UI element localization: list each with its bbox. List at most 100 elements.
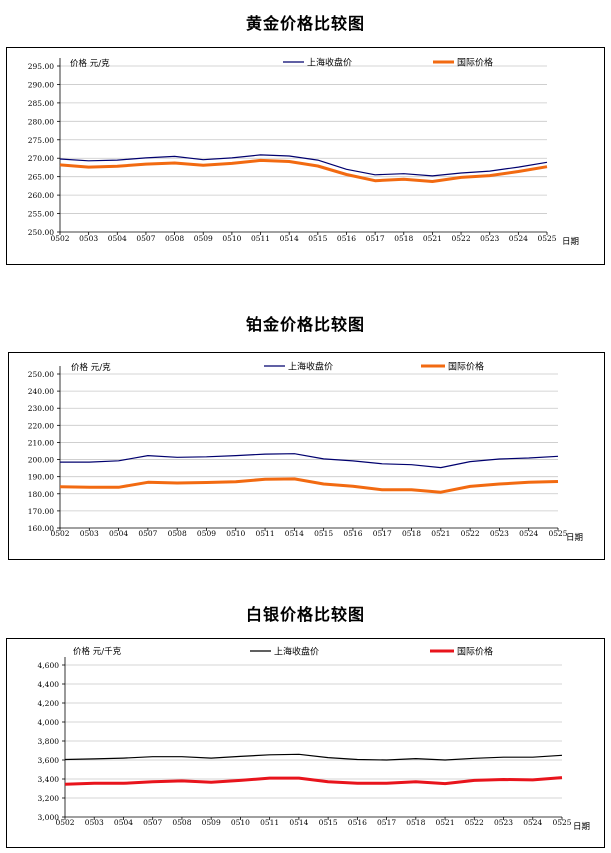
y-tick-label: 295.00	[28, 62, 54, 71]
series-line-shanghai-close	[60, 453, 559, 469]
y-axis-label: 价格 元/克	[71, 362, 111, 373]
x-tick-label: 0523	[480, 234, 499, 243]
y-tick-label: 210.00	[28, 438, 54, 447]
x-tick-label: 0509	[194, 234, 213, 243]
x-tick-label: 0510	[231, 818, 250, 827]
y-tick-label: 240.00	[28, 387, 54, 396]
chart-frame-gold: 250.00 255.00 260.00 265.00 270.00 275.00 280.…	[6, 47, 605, 265]
x-tick-label: 0516	[343, 529, 362, 538]
chart-frame-silver: 3,000 3,200 3,400 3,600 3,800 4,000 4,200 4,400…	[6, 638, 605, 848]
y-tick-label: 3,000	[38, 813, 60, 822]
x-tick-label: 0502	[50, 234, 69, 243]
x-tick-label: 0516	[348, 818, 367, 827]
x-tick-label: 0518	[402, 529, 421, 538]
gold-price-chart: 250.00 255.00 260.00 265.00 270.00 275.00 280.…	[28, 57, 579, 248]
chart-title-platinum: 铂金价格比较图	[245, 315, 365, 334]
y-tick-label: 170.00	[28, 507, 54, 516]
y-tick-label: 270.00	[28, 154, 54, 163]
legend-label: 上海收盘价	[288, 361, 333, 373]
y-tick-label: 3,400	[38, 775, 60, 784]
x-tick-label: 0504	[114, 818, 133, 827]
x-tick-label: 0524	[519, 529, 538, 538]
x-tick-label: 0507	[136, 234, 155, 243]
y-tick-label: 250.00	[28, 370, 54, 379]
x-tick-label: 0517	[366, 234, 385, 243]
x-tick-label: 0521	[431, 529, 450, 538]
y-tick-label: 260.00	[28, 191, 54, 200]
x-tick-label: 0523	[494, 818, 513, 827]
x-tick-label: 0507	[143, 818, 162, 827]
x-axis-label: 日期	[573, 822, 590, 832]
x-tick-label: 0508	[168, 529, 187, 538]
x-tick-label: 0521	[423, 234, 442, 243]
x-tick-label: 0522	[452, 234, 471, 243]
x-tick-label: 0518	[394, 234, 413, 243]
y-tick-label: 285.00	[28, 99, 54, 108]
x-tick-label: 0515	[314, 529, 333, 538]
x-tick-label: 0514	[285, 529, 304, 538]
x-tick-label: 0503	[79, 234, 98, 243]
y-tick-label: 3,800	[38, 737, 60, 746]
series-line-international-price	[59, 158, 548, 183]
x-tick-label: 0517	[373, 529, 392, 538]
x-tick-label: 0515	[308, 234, 327, 243]
x-tick-label: 0503	[85, 818, 104, 827]
y-tick-label: 250.00	[28, 228, 54, 237]
x-axis-label: 日期	[562, 237, 579, 247]
legend-label: 上海收盘价	[274, 646, 319, 658]
chart-frame-platinum: 160.00 170.00 180.00 190.00 200.00 210.00 220.…	[8, 352, 605, 560]
y-tick-label: 3,600	[38, 756, 60, 765]
legend-label: 国际价格	[457, 57, 493, 69]
x-tick-label: 0510	[222, 234, 241, 243]
series-line-international-price	[59, 477, 559, 494]
x-tick-label: 0503	[80, 529, 99, 538]
y-tick-label: 275.00	[28, 136, 54, 145]
x-tick-label: 0509	[197, 529, 216, 538]
y-tick-label: 4,200	[38, 699, 60, 708]
x-tick-label: 0502	[50, 529, 69, 538]
x-tick-label: 0511	[256, 529, 275, 538]
x-tick-label: 0511	[251, 234, 270, 243]
x-tick-label: 0525	[552, 818, 571, 827]
series-line-international-price	[64, 776, 563, 786]
x-tick-label: 0517	[377, 818, 396, 827]
x-tick-label: 0514	[280, 234, 299, 243]
x-tick-label: 0504	[109, 529, 128, 538]
y-tick-label: 190.00	[28, 473, 54, 482]
x-tick-label: 0524	[509, 234, 528, 243]
legend-label: 国际价格	[448, 361, 484, 373]
y-tick-label: 4,000	[38, 718, 60, 727]
x-tick-label: 0504	[108, 234, 127, 243]
x-tick-label: 0508	[165, 234, 184, 243]
x-tick-label: 0518	[406, 818, 425, 827]
x-tick-label: 0522	[461, 529, 480, 538]
x-tick-label: 0502	[55, 818, 74, 827]
x-tick-label: 0523	[490, 529, 509, 538]
y-tick-label: 230.00	[28, 404, 54, 413]
x-tick-label: 0509	[202, 818, 221, 827]
x-tick-label: 0508	[172, 818, 191, 827]
y-tick-label: 265.00	[28, 173, 54, 182]
legend-label: 上海收盘价	[307, 57, 352, 69]
platinum-price-chart: 160.00 170.00 180.00 190.00 200.00 210.00 220.…	[28, 361, 583, 544]
x-tick-label: 0521	[436, 818, 455, 827]
x-tick-label: 0525	[548, 529, 567, 538]
y-tick-label: 200.00	[28, 456, 54, 465]
y-tick-label: 280.00	[28, 117, 54, 126]
chart-title-gold: 黄金价格比较图	[245, 14, 365, 33]
series-line-shanghai-close	[64, 753, 563, 761]
chart-title-silver: 白银价格比较图	[245, 605, 365, 624]
x-tick-label: 0507	[138, 529, 157, 538]
x-tick-label: 0525	[537, 234, 556, 243]
x-tick-label: 0522	[465, 818, 484, 827]
y-tick-label: 255.00	[28, 210, 54, 219]
x-tick-label: 0516	[337, 234, 356, 243]
x-tick-label: 0510	[226, 529, 245, 538]
y-tick-label: 4,400	[38, 680, 60, 689]
x-axis-label: 日期	[566, 533, 583, 543]
y-axis-label: 价格 元/克	[70, 58, 110, 69]
y-tick-label: 290.00	[28, 80, 54, 89]
x-tick-label: 0515	[319, 818, 338, 827]
silver-price-chart: 3,000 3,200 3,400 3,600 3,800 4,000 4,200 4,400…	[38, 646, 591, 833]
y-tick-label: 220.00	[28, 421, 54, 430]
